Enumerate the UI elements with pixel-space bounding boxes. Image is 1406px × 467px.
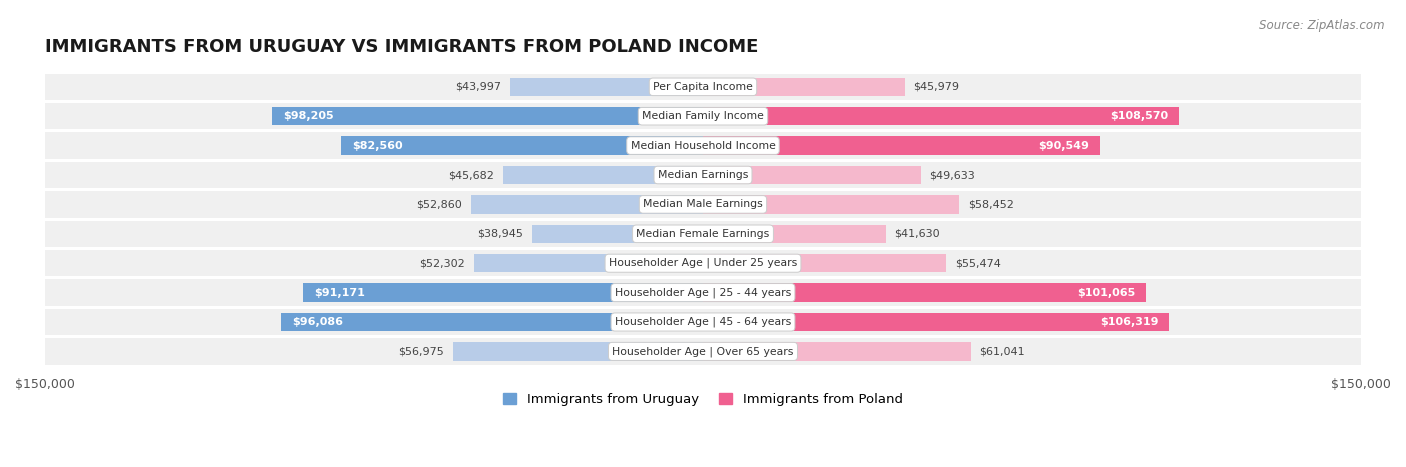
Bar [45,220,1361,247]
Bar [304,283,703,302]
Bar [531,225,703,243]
Bar [45,279,1361,306]
Bar [340,136,703,155]
Bar [502,166,703,184]
Text: $106,319: $106,319 [1099,317,1159,327]
Bar [703,195,959,213]
Bar [703,342,970,361]
Text: $49,633: $49,633 [929,170,976,180]
Bar [703,107,1180,125]
Text: $82,560: $82,560 [352,141,402,151]
Text: $52,860: $52,860 [416,199,463,209]
Bar [703,313,1170,331]
Bar [45,250,1361,276]
Bar [474,254,703,272]
Text: Householder Age | Under 25 years: Householder Age | Under 25 years [609,258,797,269]
Bar [510,78,703,96]
Text: $61,041: $61,041 [980,347,1025,356]
Text: $45,682: $45,682 [449,170,494,180]
Text: Median Family Income: Median Family Income [643,111,763,121]
Text: $41,630: $41,630 [894,229,941,239]
Text: Householder Age | Over 65 years: Householder Age | Over 65 years [612,346,794,357]
Text: Median Male Earnings: Median Male Earnings [643,199,763,209]
Text: Householder Age | 25 - 44 years: Householder Age | 25 - 44 years [614,287,792,298]
Text: $108,570: $108,570 [1111,111,1168,121]
Text: Per Capita Income: Per Capita Income [652,82,754,92]
Text: $91,171: $91,171 [314,288,366,297]
Bar [703,166,921,184]
Bar [45,103,1361,129]
Bar [703,283,1146,302]
Text: $43,997: $43,997 [456,82,501,92]
Bar [703,254,946,272]
Text: Householder Age | 45 - 64 years: Householder Age | 45 - 64 years [614,317,792,327]
Bar [45,162,1361,188]
Bar [45,132,1361,159]
Bar [45,309,1361,335]
Bar [45,191,1361,218]
Text: Source: ZipAtlas.com: Source: ZipAtlas.com [1260,19,1385,32]
Text: $55,474: $55,474 [955,258,1001,268]
Bar [703,136,1101,155]
Text: $52,302: $52,302 [419,258,465,268]
Bar [273,107,703,125]
Text: $90,549: $90,549 [1039,141,1090,151]
Text: Median Household Income: Median Household Income [630,141,776,151]
Bar [453,342,703,361]
Text: $101,065: $101,065 [1077,288,1136,297]
Bar [703,225,886,243]
Bar [281,313,703,331]
Text: $45,979: $45,979 [914,82,959,92]
Bar [471,195,703,213]
Text: IMMIGRANTS FROM URUGUAY VS IMMIGRANTS FROM POLAND INCOME: IMMIGRANTS FROM URUGUAY VS IMMIGRANTS FR… [45,38,758,57]
Text: $98,205: $98,205 [283,111,333,121]
Legend: Immigrants from Uruguay, Immigrants from Poland: Immigrants from Uruguay, Immigrants from… [498,388,908,411]
Text: $58,452: $58,452 [969,199,1014,209]
Text: $38,945: $38,945 [478,229,523,239]
Text: Median Earnings: Median Earnings [658,170,748,180]
Bar [703,78,904,96]
Text: Median Female Earnings: Median Female Earnings [637,229,769,239]
Text: $56,975: $56,975 [398,347,444,356]
Text: $96,086: $96,086 [292,317,343,327]
Bar [45,74,1361,100]
Bar [45,338,1361,365]
